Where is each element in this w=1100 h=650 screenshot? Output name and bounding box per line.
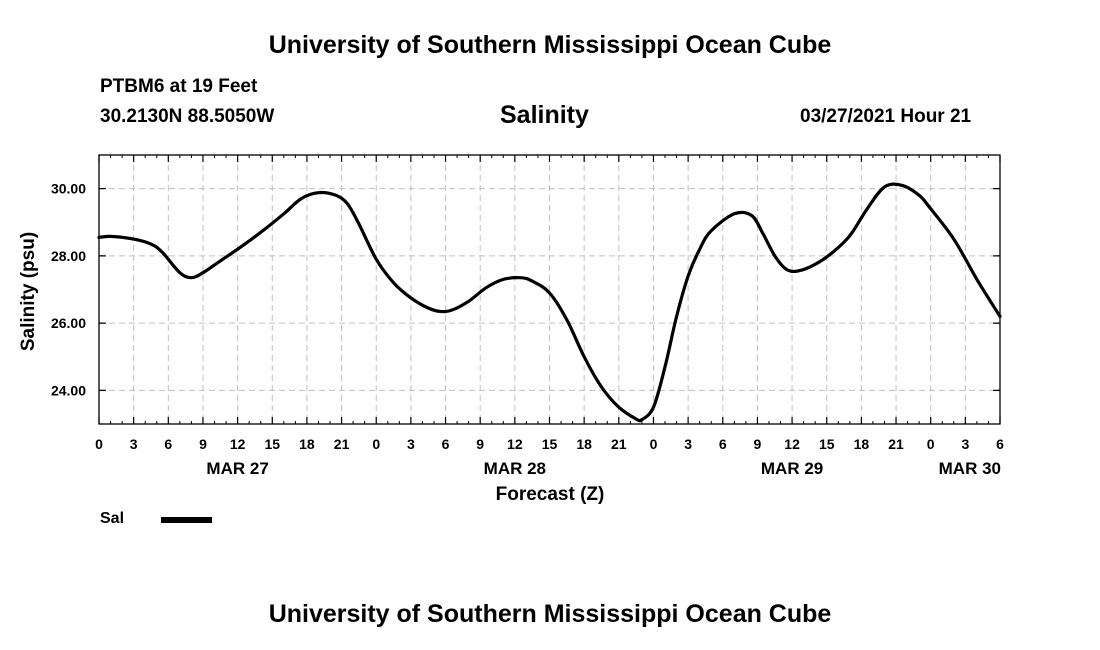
date-label: MAR 30 [939, 459, 1001, 478]
grid [99, 155, 1000, 424]
datetime-label: 03/27/2021 Hour 21 [800, 106, 972, 127]
page-title: University of Southern Mississippi Ocean… [268, 31, 832, 59]
x-tick-label: 21 [611, 436, 627, 452]
x-tick-label: 0 [650, 436, 658, 452]
x-tick-label: 9 [199, 436, 207, 452]
x-tick-label: 18 [576, 436, 592, 452]
x-tick-label: 6 [996, 436, 1004, 452]
y-tick-label: 24.00 [51, 382, 86, 398]
x-tick-label: 12 [230, 436, 246, 452]
plot-frame [98, 154, 1001, 425]
x-tick-label: 6 [719, 436, 727, 452]
legend-swatch [161, 517, 212, 523]
x-tick-label: 21 [888, 436, 904, 452]
footer-title: University of Southern Mississippi Ocean… [268, 600, 832, 628]
x-axis-label: Forecast (Z) [496, 484, 605, 505]
x-tick-label: 3 [961, 436, 969, 452]
x-tick-label: 18 [854, 436, 870, 452]
x-tick-label: 6 [442, 436, 450, 452]
coordinates-label: 30.2130N 88.5050W [100, 106, 275, 127]
chart-title: Salinity [500, 101, 589, 129]
x-tick-label: 3 [130, 436, 138, 452]
x-tick-label: 0 [95, 436, 103, 452]
x-tick-label: 15 [542, 436, 558, 452]
x-tick-label: 9 [476, 436, 484, 452]
x-tick-label: 12 [507, 436, 523, 452]
y-tick-label: 28.00 [51, 248, 86, 264]
x-tick-label: 18 [299, 436, 315, 452]
y-tick-label: 30.00 [51, 181, 86, 197]
y-tick-label: 26.00 [51, 315, 86, 331]
date-label: MAR 27 [206, 459, 268, 478]
y-axis-label: Salinity (psu) [18, 232, 39, 351]
x-tick-label: 3 [684, 436, 692, 452]
x-tick-label: 3 [407, 436, 415, 452]
x-tick-label: 6 [164, 436, 172, 452]
x-tick-label: 21 [334, 436, 350, 452]
series-line-sal [97, 182, 1002, 423]
x-tick-label: 15 [264, 436, 280, 452]
x-tick-label: 0 [372, 436, 380, 452]
legend-label: Sal [100, 510, 125, 527]
date-label: MAR 29 [761, 459, 823, 478]
x-tick-label: 0 [927, 436, 935, 452]
x-tick-label: 15 [819, 436, 835, 452]
date-label: MAR 28 [484, 459, 546, 478]
tick-labels: 0 3 6 9 12 15 18 21 0 3 6 9 12 15 18 21 0 3 6 9 12 15 18 21 0 3 6 2… [51, 181, 1004, 478]
station-label: PTBM6 at 19 Feet [100, 76, 258, 97]
x-tick-label: 9 [754, 436, 762, 452]
x-tick-label: 12 [784, 436, 800, 452]
